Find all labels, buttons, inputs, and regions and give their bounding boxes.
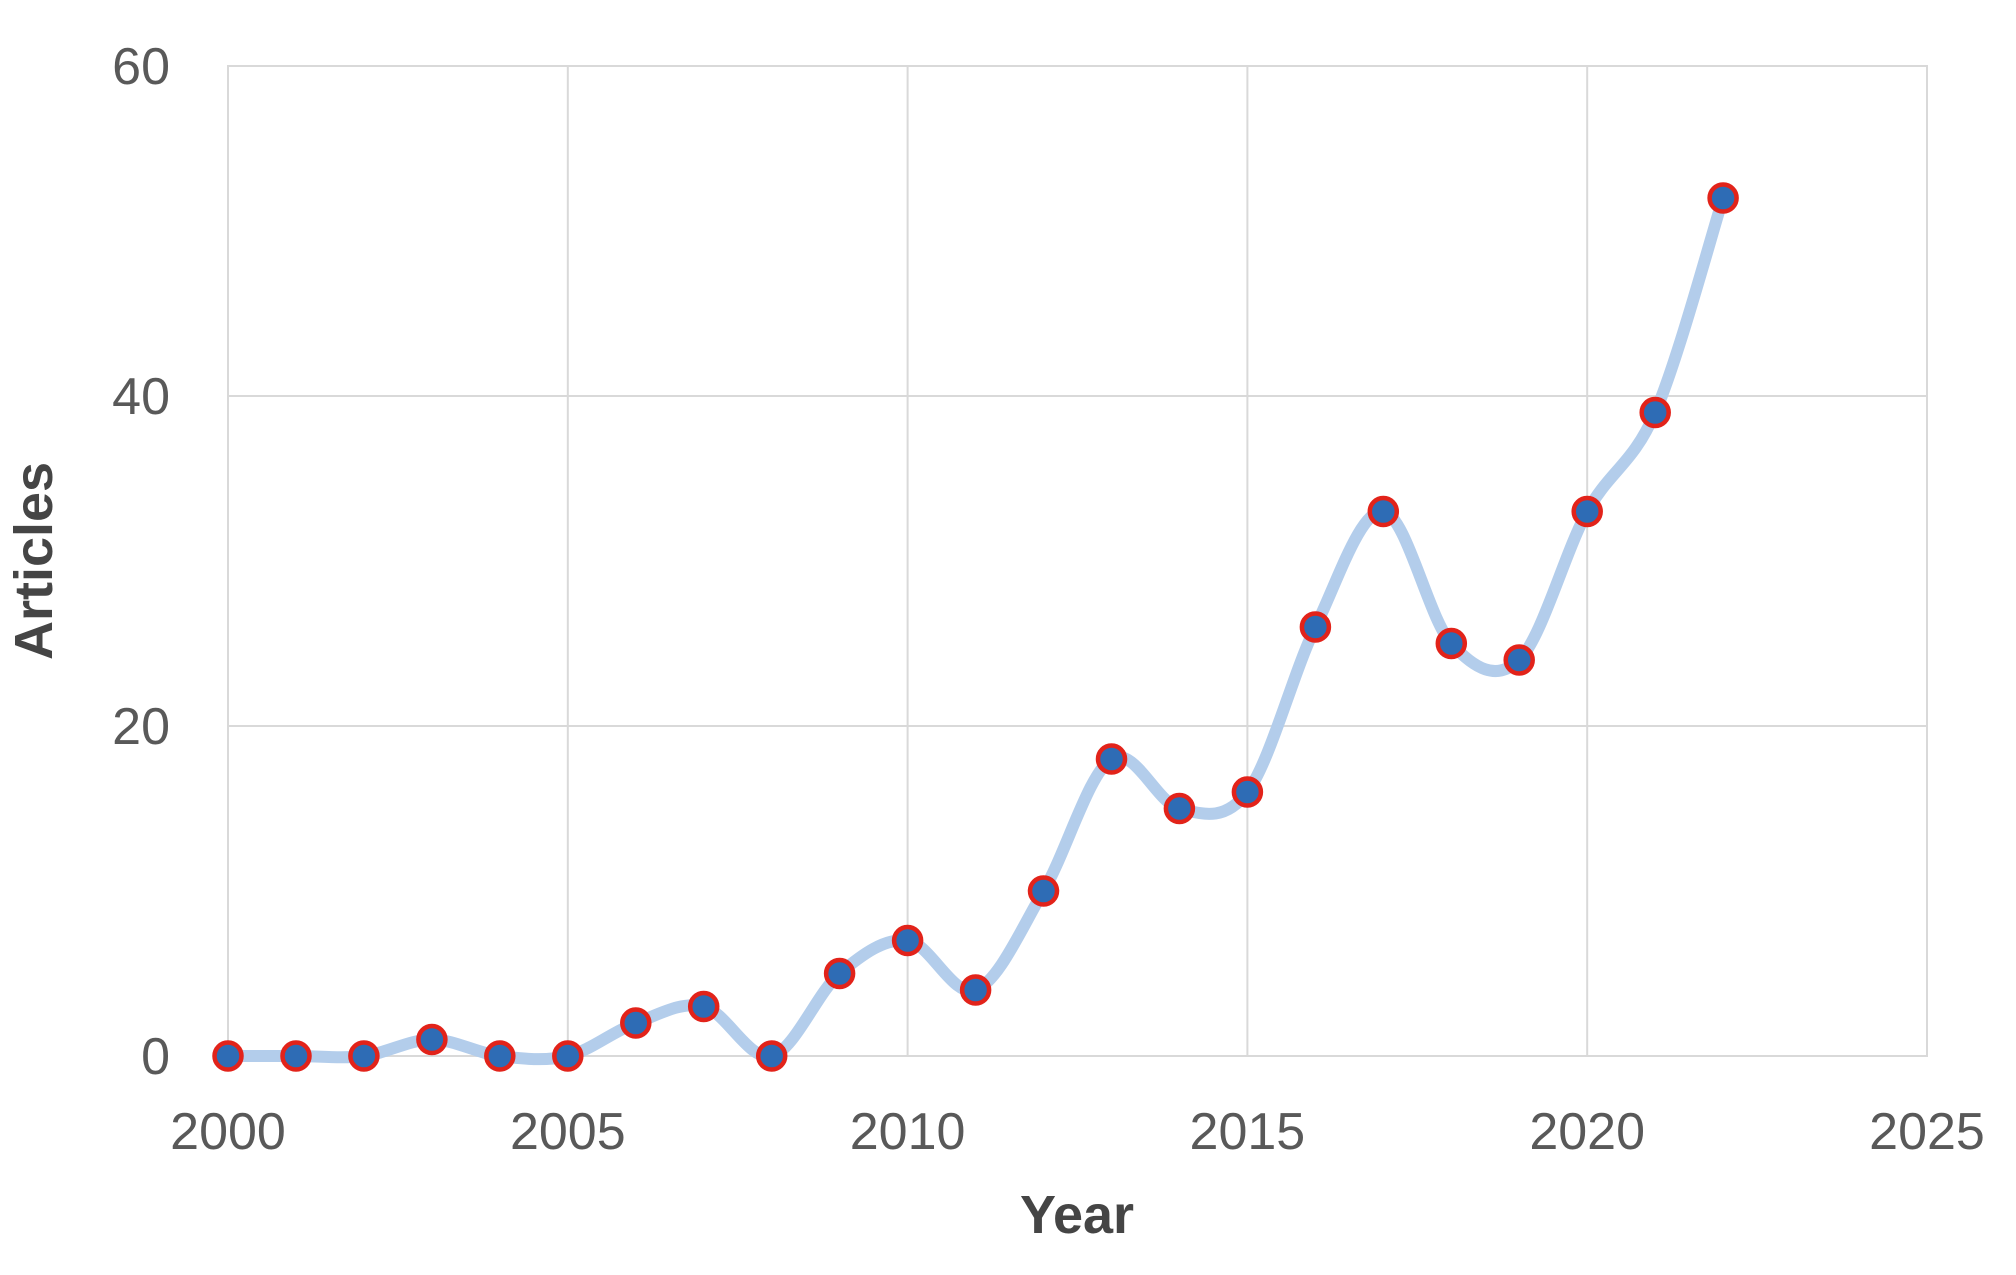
- x-tick-label: 2015: [1190, 1103, 1306, 1161]
- data-point-marker: [620, 1007, 652, 1039]
- y-tick-label: 40: [112, 368, 170, 426]
- plot-border: [227, 65, 1928, 1057]
- data-series: [212, 182, 1739, 1072]
- y-axis-title: Articles: [4, 462, 64, 660]
- data-point-marker: [755, 1040, 788, 1072]
- data-point-marker: [348, 1040, 380, 1072]
- data-point-marker: [823, 957, 856, 990]
- data-point-marker: [552, 1040, 584, 1072]
- data-point-marker: [959, 974, 992, 1006]
- series-line: [222, 192, 1730, 1066]
- x-tick-label: 2005: [510, 1103, 626, 1161]
- data-point-marker: [1231, 776, 1264, 808]
- data-point-marker: [1435, 627, 1468, 660]
- x-tick-label: 2020: [1529, 1103, 1645, 1161]
- x-tick-label: 2010: [850, 1103, 966, 1161]
- data-point-marker: [416, 1023, 448, 1056]
- data-point-marker: [1367, 495, 1400, 528]
- data-point-marker: [1571, 495, 1603, 528]
- data-point-marker: [212, 1040, 244, 1072]
- gridlines: [227, 65, 1928, 1057]
- data-point-marker: [1095, 743, 1128, 775]
- data-point-marker: [1027, 875, 1060, 907]
- data-point-marker: [280, 1040, 312, 1072]
- data-point-marker: [1707, 182, 1739, 214]
- data-point-marker: [484, 1040, 516, 1072]
- tick-labels: 0 20 40 60 2000 2005 2010 2015 2020 2025: [112, 38, 1985, 1161]
- data-point-marker: [1503, 644, 1535, 676]
- data-point-marker: [891, 924, 924, 957]
- data-point-marker: [687, 990, 720, 1023]
- x-tick-label: 2000: [170, 1103, 286, 1161]
- y-tick-label: 20: [112, 698, 170, 756]
- data-point-marker: [1639, 396, 1671, 429]
- data-point-marker: [1163, 792, 1196, 825]
- y-tick-label: 0: [141, 1028, 170, 1086]
- x-axis-title: Year: [1020, 1185, 1134, 1245]
- data-point-marker: [1299, 611, 1332, 643]
- y-tick-label: 60: [112, 38, 170, 96]
- x-tick-label: 2025: [1869, 1103, 1985, 1161]
